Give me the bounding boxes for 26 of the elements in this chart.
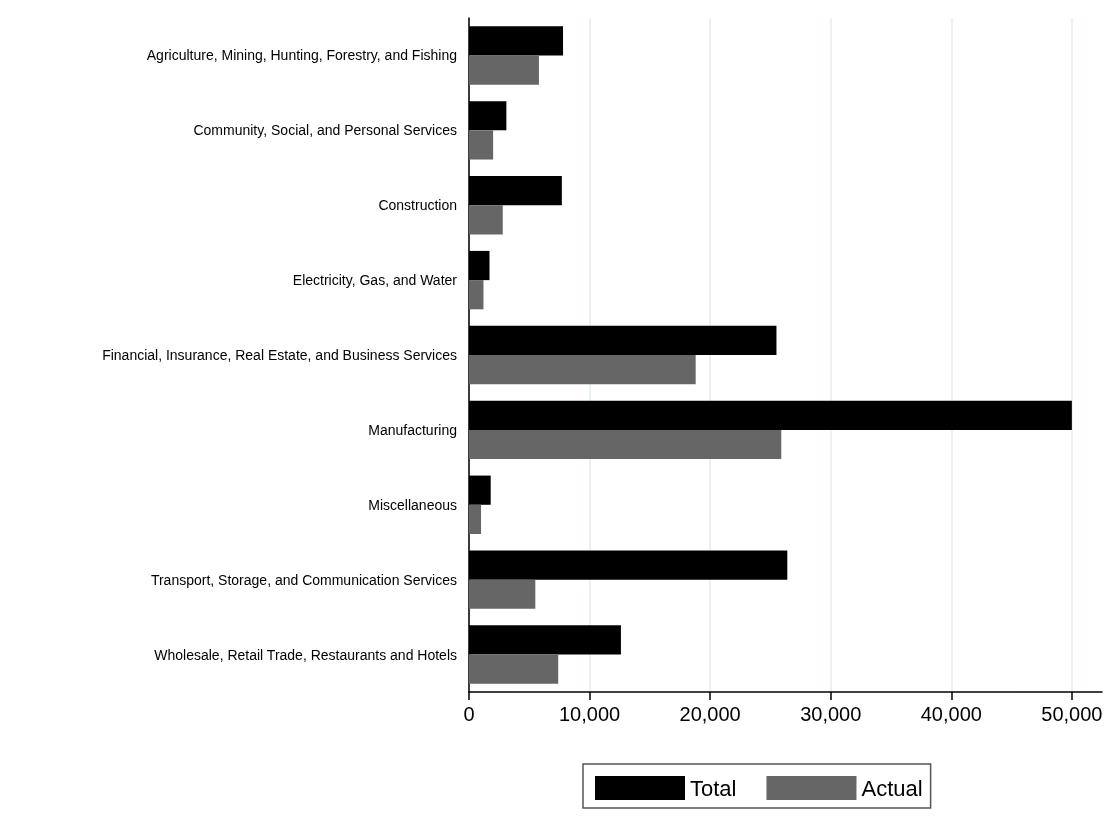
y-tick-label: Financial, Insurance, Real Estate, and Business Services	[102, 347, 457, 363]
x-tick-label: 30,000	[800, 703, 862, 725]
bar	[469, 280, 484, 310]
legend-label: Actual	[861, 775, 923, 801]
x-tick-label: 20,000	[679, 703, 741, 725]
bar	[469, 579, 536, 609]
bar	[469, 504, 482, 534]
y-tick-label: Transport, Storage, and Communication Services	[150, 571, 457, 588]
x-tick-label: 40,000	[920, 703, 982, 725]
bar	[469, 205, 503, 235]
x-tick-label: 10,000	[558, 703, 621, 725]
y-tick-label: Community, Social, and Personal Services	[193, 122, 457, 139]
y-tick-label: Construction	[378, 197, 457, 214]
y-tick-label: Agriculture, Mining, Hunting, Forestry, and Fishing	[146, 47, 457, 64]
y-tick-label: Electricity, Gas, and Water	[292, 272, 458, 289]
y-tick-label: Miscellaneous	[368, 496, 457, 513]
x-tick-label: 50,000	[1041, 703, 1103, 725]
bar	[469, 355, 696, 385]
y-tick-label: Manufacturing	[368, 421, 457, 438]
legend-label: Total	[690, 775, 737, 801]
bar	[469, 654, 559, 684]
x-tick-label: 0	[463, 703, 475, 725]
bar	[469, 130, 494, 160]
y-tick-label: Wholesale, Retail Trade, Restaurants and Hotels	[154, 646, 457, 663]
bar	[469, 429, 782, 460]
bar	[469, 55, 539, 85]
